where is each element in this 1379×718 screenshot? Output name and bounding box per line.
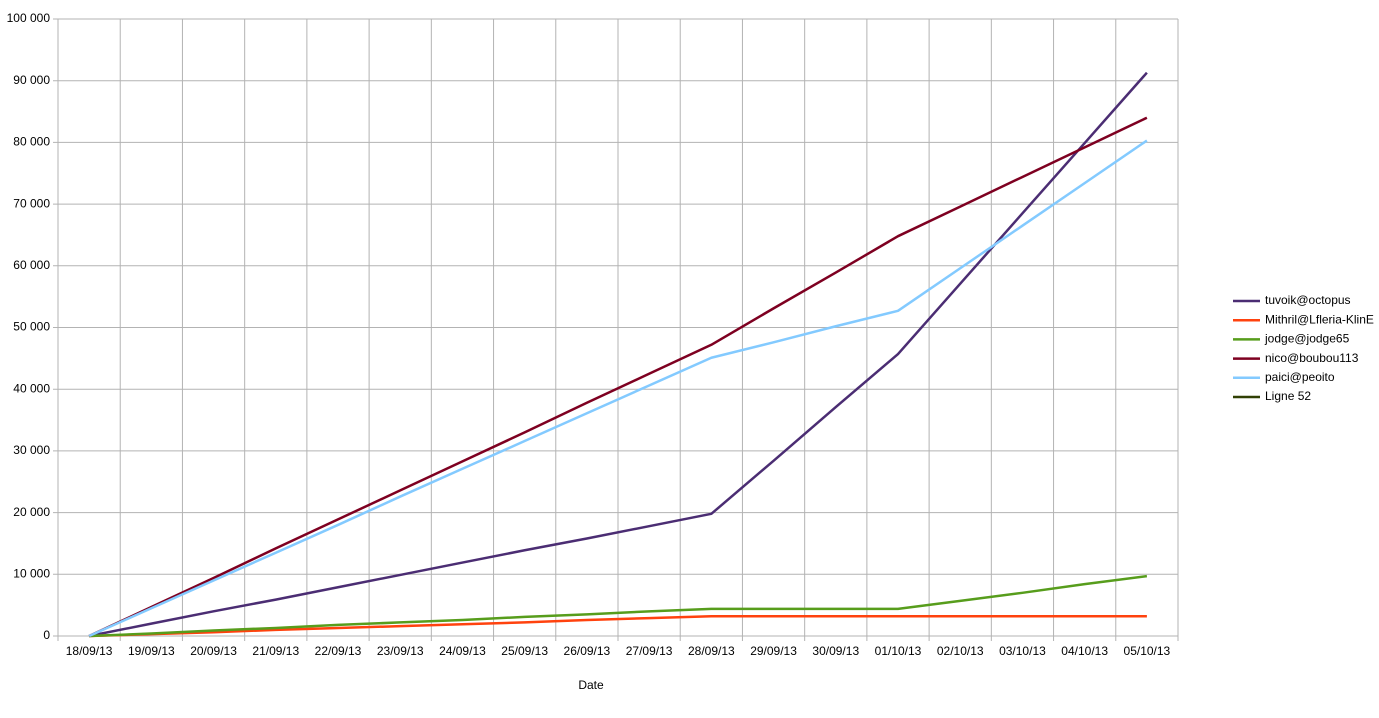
legend-label: paici@peoito [1265, 370, 1335, 384]
x-tick-label: 28/09/13 [688, 644, 735, 658]
y-tick-label: 80 000 [13, 135, 50, 149]
x-tick-label: 24/09/13 [439, 644, 486, 658]
series-line [88, 71, 1148, 638]
y-tick-label: 70 000 [13, 196, 50, 210]
x-tick-label: 19/09/13 [128, 644, 175, 658]
y-tick-label: 20 000 [13, 505, 50, 519]
y-tick-label: 40 000 [13, 381, 50, 395]
series-line [88, 116, 1148, 638]
x-tick-label: 26/09/13 [564, 644, 611, 658]
x-tick-label: 04/10/13 [1061, 644, 1108, 658]
x-tick-label: 23/09/13 [377, 644, 424, 658]
legend-label: nico@boubou113 [1265, 351, 1359, 365]
x-tick-label: 25/09/13 [501, 644, 548, 658]
x-tick-label: 29/09/13 [750, 644, 797, 658]
x-tick-label: 20/09/13 [190, 644, 237, 658]
x-tick-label: 30/09/13 [812, 644, 859, 658]
y-tick-label: 10 000 [13, 566, 50, 580]
x-tick-label: 01/10/13 [875, 644, 922, 658]
series-line [89, 574, 1148, 638]
x-tick-label: 18/09/13 [66, 644, 113, 658]
y-tick-label: 60 000 [13, 258, 50, 272]
x-tick-label: 21/09/13 [252, 644, 299, 658]
series-line [88, 139, 1148, 638]
legend-label: jodge@jodge65 [1264, 332, 1350, 346]
x-tick-label: 22/09/13 [315, 644, 362, 658]
x-tick-label: 27/09/13 [626, 644, 673, 658]
y-tick-label: 100 000 [7, 11, 51, 25]
y-tick-label: 90 000 [13, 73, 50, 87]
x-tick-label: 02/10/13 [937, 644, 984, 658]
legend-label: tuvoik@octopus [1265, 293, 1351, 307]
x-tick-label: 05/10/13 [1124, 644, 1171, 658]
x-axis-title: Date [578, 678, 604, 692]
legend-label: Mithril@Lfleria-KlinE [1265, 312, 1374, 326]
y-tick-label: 50 000 [13, 320, 50, 334]
y-tick-label: 0 [43, 628, 50, 642]
series-line [89, 615, 1147, 638]
legend-label: Ligne 52 [1265, 389, 1311, 403]
y-tick-label: 30 000 [13, 443, 50, 457]
x-tick-label: 03/10/13 [999, 644, 1046, 658]
